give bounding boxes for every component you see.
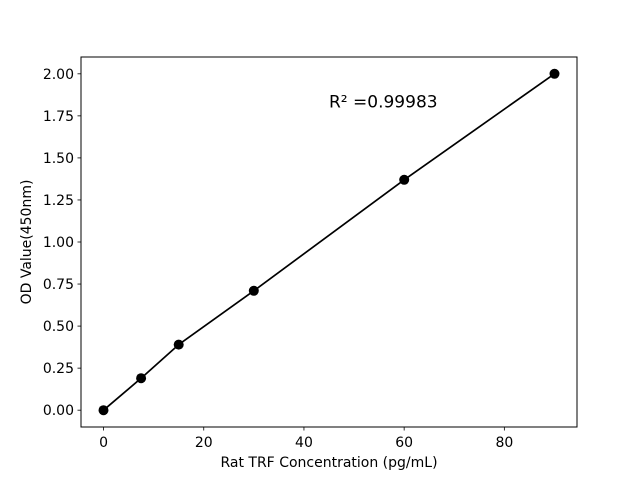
data-point-marker: [248, 285, 259, 296]
y-tick-label: 1.00: [43, 235, 74, 251]
data-point-marker: [549, 68, 560, 79]
y-tick-label: 0.75: [43, 277, 74, 293]
x-axis-label: Rat TRF Concentration (pg/mL): [220, 455, 437, 471]
x-tick-label: 60: [395, 435, 413, 451]
data-point-marker: [136, 373, 147, 384]
x-tick-label: 80: [495, 435, 513, 451]
r-squared-annotation: R² =0.99983: [329, 93, 438, 113]
x-tick-label: 40: [295, 435, 313, 451]
data-point-marker: [399, 174, 410, 185]
x-tick-label: 20: [195, 435, 213, 451]
y-tick-label: 0.50: [43, 319, 74, 335]
data-point-marker: [98, 405, 109, 416]
data-point-marker: [173, 339, 184, 350]
series-line: [102, 72, 556, 412]
plot-area: [80, 56, 578, 428]
y-tick-label: 1.50: [43, 151, 74, 167]
y-tick-label: 0.25: [43, 361, 74, 377]
y-tick-label: 1.25: [43, 193, 74, 209]
y-axis-label: OD Value(450nm): [19, 180, 35, 305]
y-tick-label: 1.75: [43, 109, 74, 125]
x-tick-label: 0: [99, 435, 108, 451]
y-axis-ticks: 0.00 0.25 0.50 0.75 1.00 1.25 1.50 1.75 2.00: [43, 67, 81, 419]
y-tick-label: 2.00: [43, 67, 74, 83]
y-tick-label: 0.00: [43, 403, 74, 419]
data-series: [98, 68, 560, 416]
x-axis-ticks: 0 20 40 60 80: [99, 427, 513, 451]
